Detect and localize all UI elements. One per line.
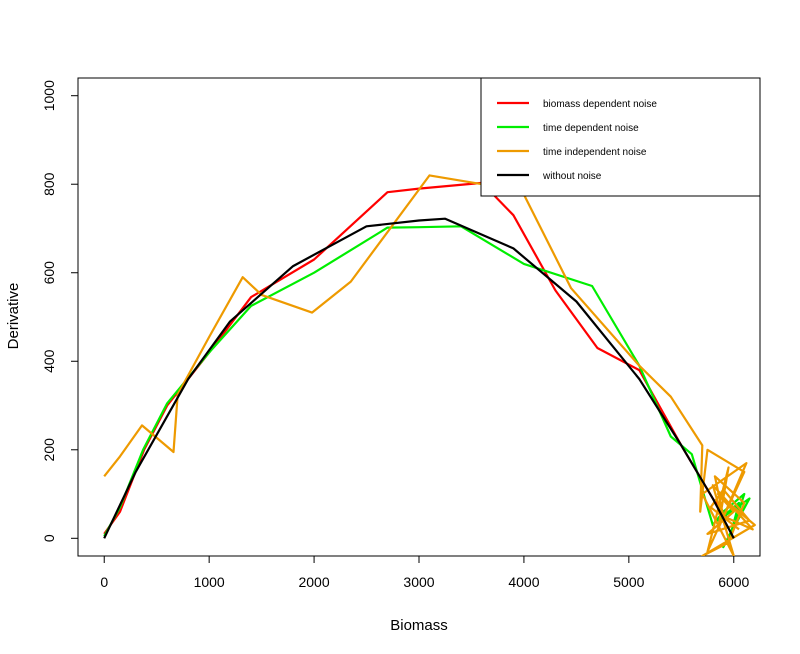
y-tick-label: 800 [41,172,57,196]
y-tick-label: 1000 [41,80,57,111]
x-axis: 0 1000 2000 3000 4000 5000 6000 [100,555,750,590]
x-tick-label: 1000 [194,574,225,590]
x-tick-label: 4000 [508,574,539,590]
series-line-3 [103,174,756,556]
y-tick-label: 200 [41,438,57,462]
y-axis-title: Derivative [5,283,22,350]
x-axis-title: Biomass [390,617,448,634]
x-tick-label: 0 [100,574,108,590]
legend-box [480,77,761,197]
series-line-2 [103,225,751,549]
legend: biomass dependent noise time dependent no… [480,77,761,197]
y-tick-label: 400 [41,349,57,373]
y-tick-label: 600 [41,261,57,285]
x-tick-label: 5000 [613,574,644,590]
legend-label: without noise [542,171,602,182]
series-layer [103,174,756,556]
y-tick-label: 0 [41,534,57,542]
legend-label: biomass dependent noise [543,99,657,110]
x-tick-label: 6000 [718,574,749,590]
x-tick-label: 2000 [298,574,329,590]
x-tick-label: 3000 [403,574,434,590]
legend-label: time dependent noise [543,123,639,134]
legend-label: time independent noise [543,147,647,158]
series-line-4 [103,217,735,539]
y-axis: 0 200 400 600 800 1000 [41,80,79,542]
